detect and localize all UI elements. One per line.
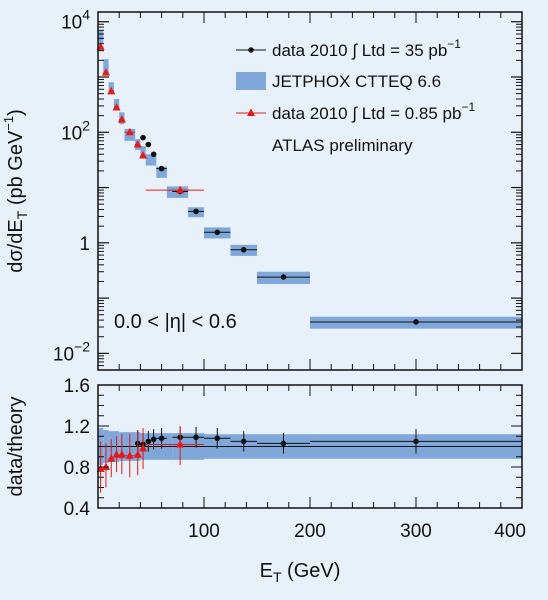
legend-swatch-dot <box>248 47 254 53</box>
y-tick-label: 1 <box>79 234 90 255</box>
jetphox-band-bin <box>103 59 109 73</box>
jetphox-band-bin <box>145 154 157 166</box>
x-tick-label: 300 <box>400 521 432 542</box>
point-highlumi <box>280 274 287 280</box>
point-lowlumi <box>107 86 116 95</box>
ratio-point-lowlumi <box>133 450 142 458</box>
atlas-preliminary-label: ATLAS preliminary <box>272 136 413 155</box>
y-tick-label: 10−2 <box>53 338 90 365</box>
point-highlumi <box>240 246 247 253</box>
point-highlumi <box>145 141 152 148</box>
point-lowlumi <box>125 127 134 136</box>
ratio-point-highlumi <box>240 438 247 445</box>
legend-swatch-triangle <box>247 108 255 116</box>
point-lowlumi <box>133 140 142 148</box>
point-highlumi <box>150 151 157 158</box>
ratio-point-lowlumi <box>125 451 134 459</box>
ratio-y-tick-label: 1.2 <box>64 417 90 438</box>
ratio-y-tick-label: 1.6 <box>64 376 90 397</box>
ratio-y-tick-label: 0.4 <box>64 499 91 520</box>
top-ticks-group: 104 102 1 10−2 <box>53 7 523 371</box>
legend-label: data 2010 ∫ Ltd = 35 pb−1 <box>272 37 461 60</box>
point-lowlumi <box>139 151 148 159</box>
legend-label: JETPHOX CTTEQ 6.6 <box>272 72 441 91</box>
y-tick-label: 104 <box>61 7 90 34</box>
ratio-panel: 0.4 0.8 1.2 1.6 100 200 300 400 data/theory ET … <box>5 376 526 585</box>
x-axis-title: ET (GeV) <box>260 560 341 585</box>
ratio-point-highlumi <box>158 435 165 442</box>
ratio-point-lowlumi <box>107 454 116 462</box>
ratio-point-highlumi <box>214 435 221 442</box>
data-points-group <box>96 42 522 325</box>
ratio-point-highlumi <box>150 436 157 443</box>
jetphox-band-bin <box>98 30 104 44</box>
ratio-point-lowlumi <box>117 450 126 458</box>
ratio-ticks-group: 0.4 0.8 1.2 1.6 100 200 300 400 <box>64 376 526 542</box>
ratio-point-lowlumi <box>112 450 121 458</box>
point-lowlumi <box>112 103 121 111</box>
x-tick-label: 100 <box>188 521 220 542</box>
eta-range-label: 0.0 < |η| < 0.6 <box>114 311 237 333</box>
ratio-point-lowlumi <box>176 439 185 448</box>
point-highlumi <box>140 134 146 141</box>
ratio-y-axis-title: data/theory <box>5 396 27 496</box>
ratio-point-highlumi <box>145 438 152 445</box>
y-tick-label: 102 <box>61 117 90 144</box>
ratio-point-highlumi <box>193 434 199 441</box>
jetphox-band-bin <box>156 166 167 178</box>
ratio-point-highlumi <box>280 440 287 447</box>
point-lowlumi <box>176 185 185 194</box>
point-lowlumi <box>117 115 126 123</box>
x-tick-label: 200 <box>294 521 326 542</box>
legend-label: data 2010 ∫ Ltd = 0.85 pb−1 <box>272 100 475 123</box>
ratio-point-highlumi <box>413 438 419 445</box>
cross-section-panel: 104 102 1 10−2 dσ/dET (pb GeV−1) data 2010 … <box>1 7 523 371</box>
cross-section-y-axis-title: dσ/dET (pb GeV−1) <box>1 109 30 273</box>
point-lowlumi <box>101 68 110 76</box>
point-highlumi <box>158 165 165 172</box>
legend-swatch-band <box>236 72 266 90</box>
legend: data 2010 ∫ Ltd = 35 pb−1 JETPHOX CTTEQ 6… <box>236 37 475 123</box>
point-highlumi <box>413 319 419 325</box>
ratio-point-lowlumi <box>101 462 110 470</box>
ratio-point-lowlumi <box>139 444 148 452</box>
point-highlumi <box>193 208 199 215</box>
point-highlumi <box>214 229 221 236</box>
ratio-y-tick-label: 0.8 <box>64 458 90 479</box>
x-tick-label: 400 <box>494 521 526 542</box>
